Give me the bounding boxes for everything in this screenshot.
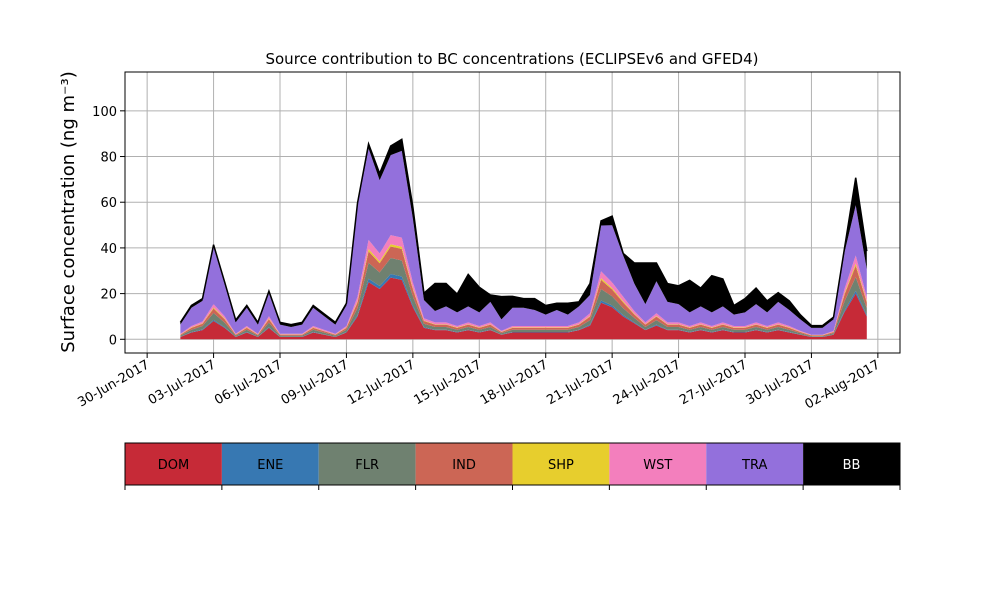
legend-swatch-tra — [706, 443, 804, 485]
legend-label: IND — [452, 458, 476, 473]
y-tick-label: 20 — [100, 288, 117, 303]
legend-label: BB — [843, 458, 861, 473]
x-tick-label: 18-Jul-2017 — [478, 357, 551, 408]
y-tick-label: 100 — [92, 105, 117, 120]
legend-label: DOM — [158, 458, 189, 473]
y-axis-label: Surface concentration (ng m⁻³) — [58, 71, 79, 353]
y-tick-label: 80 — [100, 151, 117, 166]
y-tick-label: 60 — [100, 196, 117, 211]
x-tick-label: 06-Jul-2017 — [212, 357, 285, 408]
x-tick-label: 27-Jul-2017 — [677, 357, 750, 408]
x-tick-label: 03-Jul-2017 — [146, 357, 219, 408]
legend-label: ENE — [257, 458, 283, 473]
y-tick-label: 40 — [100, 242, 117, 257]
legend-swatch-dom — [125, 443, 222, 485]
legend-swatch-ind — [415, 443, 513, 485]
total-outline — [179, 138, 868, 327]
legend-label: SHP — [548, 458, 574, 473]
x-tick-label: 02-Aug-2017 — [803, 357, 883, 412]
x-tick-label: 15-Jul-2017 — [411, 357, 484, 408]
y-tick-label: 0 — [109, 333, 117, 348]
x-tick-label: 24-Jul-2017 — [611, 357, 684, 408]
legend-label: TRA — [741, 458, 767, 473]
legend-swatch-wst — [609, 443, 707, 485]
grid-lines — [125, 72, 900, 353]
legend-swatch-flr — [318, 443, 416, 485]
legend-swatch-bb — [803, 443, 900, 485]
x-tick-label: 30-Jun-2017 — [75, 357, 152, 410]
legend-label: WST — [643, 458, 672, 473]
legend-swatch-shp — [512, 443, 610, 485]
x-tick-label: 21-Jul-2017 — [544, 357, 617, 408]
legend-swatch-ene — [221, 443, 319, 485]
plot-frame — [124, 71, 901, 354]
legend: DOM ENE FLR IND SHP WST TRA BB — [124, 442, 901, 490]
x-axis: 30-Jun-201703-Jul-201706-Jul-201709-Jul-… — [75, 353, 883, 413]
legend-label: FLR — [355, 458, 379, 473]
stacked-areas — [179, 138, 868, 340]
area-bb — [180, 139, 867, 328]
chart-title: Source contribution to BC concentrations… — [265, 50, 758, 68]
y-axis: 0 20 40 60 80 100 — [92, 105, 125, 348]
x-tick-label: 09-Jul-2017 — [279, 357, 352, 408]
area-tra — [180, 148, 867, 335]
x-tick-label: 12-Jul-2017 — [345, 357, 418, 408]
